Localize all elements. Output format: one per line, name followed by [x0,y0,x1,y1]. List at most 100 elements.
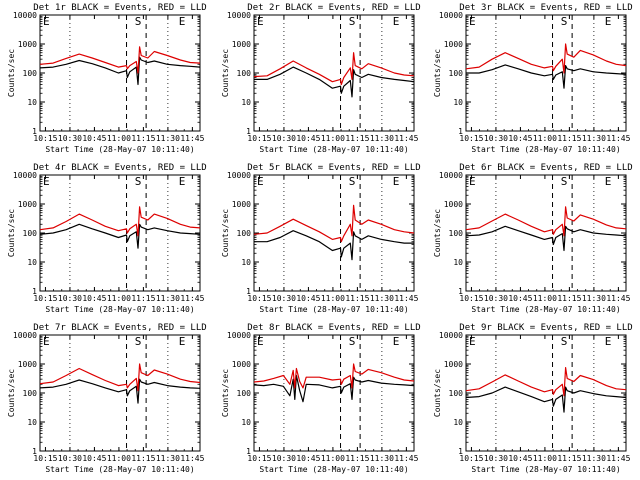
interval-marker: E [179,335,186,348]
x-axis-label: Start Time (28-May-07 10:11:40) [471,145,620,154]
y-tick-label: 1000 [18,360,37,369]
x-tick-label: 10:15 [247,294,271,303]
detector-panel-1: Det 1r BLACK = Events, RED = LLD E S E 1 10 10… [7,3,207,154]
detector-panel-9: Det 9r BLACK = Events, RED = LLD E S E 1 10 10… [433,323,633,474]
y-tick-label: 1 [32,287,37,296]
x-axis-label: Start Time (28-May-07 10:11:40) [259,465,408,474]
x-tick-label: 11:30 [582,294,606,303]
y-tick-label: 10 [241,98,251,107]
x-tick-label: 11:00 [533,294,557,303]
y-axis-label: Counts/sec [433,369,442,417]
x-tick-label: 11:00 [321,134,345,143]
y-tick-label: 1000 [232,360,251,369]
x-tick-label: 11:15 [345,454,369,463]
interval-marker: E [469,175,476,188]
detector-panel-3: Det 3r BLACK = Events, RED = LLD E S E 1 10 10… [433,3,633,154]
x-tick-label: 11:45 [606,134,630,143]
y-tick-label: 100 [449,389,464,398]
x-tick-label: 10:15 [33,134,57,143]
x-tick-label: 10:30 [484,134,508,143]
y-tick-label: 10 [27,418,37,427]
x-axis-label: Start Time (28-May-07 10:11:40) [259,305,408,314]
x-tick-label: 11:00 [533,134,557,143]
interval-marker: S [135,335,142,348]
events-series-line [39,56,201,86]
interval-marker: S [561,335,568,348]
x-tick-label: 10:45 [508,454,532,463]
x-tick-label: 10:30 [272,134,296,143]
y-tick-label: 1 [458,447,463,456]
x-tick-label: 11:00 [321,294,345,303]
events-series-line [465,225,627,252]
events-series-line [465,386,627,413]
x-axis-label: Start Time (28-May-07 10:11:40) [259,145,408,154]
interval-marker: E [43,335,50,348]
x-tick-label: 11:00 [321,454,345,463]
events-series-line [254,66,415,98]
x-axis-label: Start Time (28-May-07 10:11:40) [471,305,620,314]
plot-frame [39,334,201,452]
x-tick-label: 11:30 [370,294,394,303]
x-tick-label: 10:45 [296,294,320,303]
y-tick-label: 10 [453,258,463,267]
y-tick-label: 10 [241,418,251,427]
y-axis-label: Counts/sec [221,369,230,417]
panel-title: Det 3r BLACK = Events, RED = LLD [459,3,632,13]
detector-panel-2: Det 2r BLACK = Events, RED = LLD E S E 1 10 10… [221,3,421,154]
y-tick-label: 1000 [444,360,463,369]
interval-marker: E [605,15,612,28]
x-axis-label: Start Time (28-May-07 10:11:40) [45,465,194,474]
interval-marker: S [561,15,568,28]
y-tick-label: 1 [458,127,463,136]
y-tick-label: 100 [23,69,38,78]
detector-panel-7: Det 7r BLACK = Events, RED = LLD E S E 1 10 10… [7,323,207,474]
y-tick-label: 10 [27,258,37,267]
y-tick-label: 10 [27,98,37,107]
detector-panel-4: Det 4r BLACK = Events, RED = LLD E S E 1 10 10… [7,163,207,314]
y-tick-label: 10000 [13,331,37,340]
y-tick-label: 1 [246,287,251,296]
y-tick-label: 1000 [232,40,251,49]
panel-title: Det 1r BLACK = Events, RED = LLD [33,3,206,13]
interval-marker: E [43,15,50,28]
y-tick-label: 1 [32,127,37,136]
x-tick-label: 11:15 [131,134,155,143]
x-tick-label: 10:15 [459,294,483,303]
x-tick-label: 11:00 [107,454,131,463]
events-series-line [253,374,415,403]
x-tick-label: 10:30 [272,454,296,463]
detector-panel-8: Det 8r BLACK = Events, RED = LLD E S E 1 10 10… [221,323,421,474]
y-tick-label: 100 [449,69,464,78]
events-series-line [39,378,201,404]
x-tick-label: 10:45 [508,134,532,143]
y-tick-label: 100 [449,229,464,238]
interval-marker: E [393,15,400,28]
panel-title: Det 4r BLACK = Events, RED = LLD [33,163,206,173]
y-tick-label: 10000 [439,331,463,340]
plot-frame [253,14,415,132]
lld-series-line [253,363,415,389]
interval-marker: S [349,175,356,188]
x-tick-label: 11:15 [131,294,155,303]
y-tick-label: 10000 [227,171,251,180]
interval-marker: S [349,335,356,348]
x-tick-label: 11:15 [345,294,369,303]
x-tick-label: 10:45 [508,294,532,303]
lld-series-line [465,206,627,237]
x-tick-label: 10:45 [296,134,320,143]
x-tick-label: 11:15 [557,454,581,463]
x-tick-label: 11:15 [131,454,155,463]
interval-marker: E [257,175,264,188]
x-tick-label: 11:00 [533,454,557,463]
y-tick-label: 10000 [227,11,251,20]
x-tick-label: 11:30 [370,134,394,143]
x-tick-label: 10:30 [58,294,82,303]
x-tick-label: 10:30 [484,454,508,463]
y-tick-label: 1 [32,447,37,456]
plot-frame [465,174,627,292]
interval-marker: S [135,175,142,188]
x-tick-label: 11:45 [606,294,630,303]
x-tick-label: 11:45 [394,454,418,463]
interval-marker: E [605,175,612,188]
lld-series-line [465,367,627,397]
